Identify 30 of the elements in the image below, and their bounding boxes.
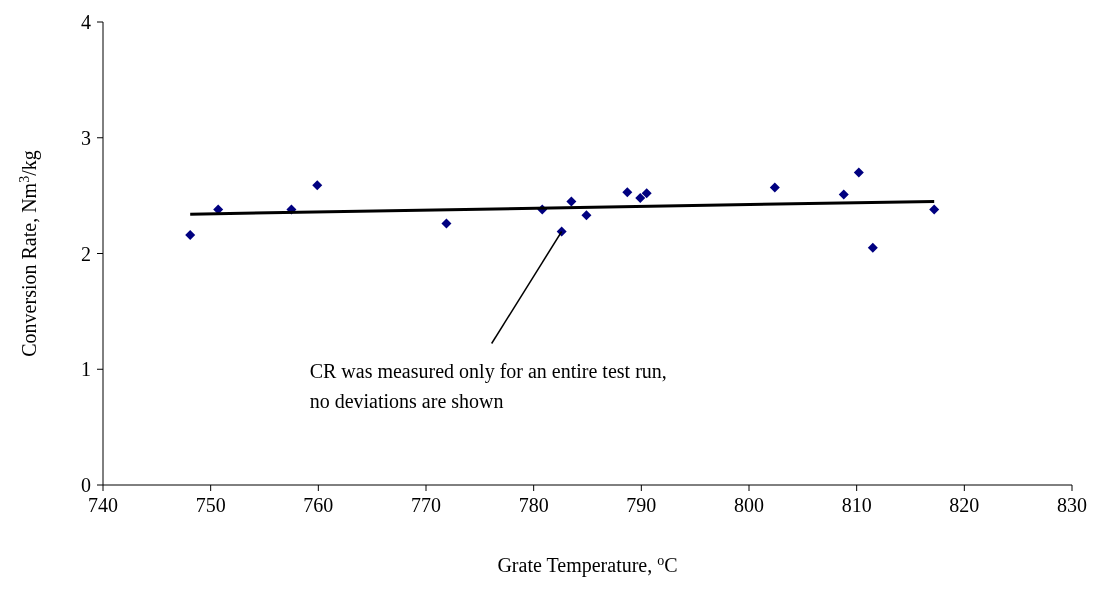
point <box>312 180 323 191</box>
x-tick-label: 800 <box>734 494 764 516</box>
y-tick-label: 3 <box>81 126 91 149</box>
point <box>566 196 577 207</box>
point <box>838 189 849 200</box>
point <box>581 210 592 221</box>
point <box>641 188 652 199</box>
x-tick-label: 830 <box>1057 494 1087 516</box>
x-axis-title: Grate Temperature, $^{o}$C <box>497 552 678 577</box>
x-tick-label: 820 <box>949 494 980 516</box>
point <box>635 192 646 203</box>
x-tick-label: 810 <box>841 494 872 516</box>
x-tick-label: 760 <box>303 494 334 516</box>
point <box>929 204 940 215</box>
x-tick-label: 790 <box>626 494 657 516</box>
point <box>622 187 633 198</box>
y-tick-label: 4 <box>81 11 91 33</box>
x-tick-label: 770 <box>411 494 441 516</box>
point <box>769 182 780 193</box>
x-tick-label: 740 <box>88 494 118 516</box>
point <box>867 242 878 253</box>
y-tick-label: 2 <box>81 242 91 265</box>
point <box>185 229 196 240</box>
y-tick-label: 1 <box>81 358 91 381</box>
x-tick-label: 780 <box>518 494 549 516</box>
annotation: CR was measured only for an entire test run, no deviations are shown <box>309 359 667 412</box>
point <box>441 218 452 229</box>
x-tick-label: 750 <box>195 494 226 516</box>
y-tick-label: 0 <box>81 474 91 496</box>
point <box>853 167 864 178</box>
